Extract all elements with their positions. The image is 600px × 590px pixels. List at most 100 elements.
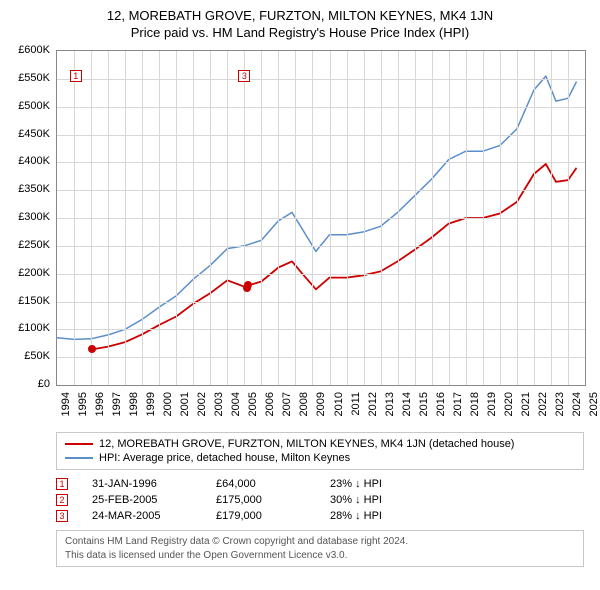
- y-axis-label: £450K: [18, 128, 50, 140]
- x-axis-label: 1996: [94, 392, 106, 416]
- x-axis-label: 2022: [537, 392, 549, 416]
- legend-swatch: [65, 457, 93, 459]
- grid-line-v: [517, 51, 518, 385]
- series-hpi: [57, 76, 577, 339]
- sale-diff: 30% ↓ HPI: [330, 494, 382, 506]
- footer-line-1: Contains HM Land Registry data © Crown c…: [65, 535, 575, 549]
- x-axis-label: 2011: [350, 392, 362, 416]
- grid-line-v: [142, 51, 143, 385]
- sale-diff: 23% ↓ HPI: [330, 478, 382, 490]
- y-axis-label: £200K: [18, 267, 50, 279]
- sale-marker-annotation: 1: [70, 70, 82, 82]
- legend: 12, MOREBATH GROVE, FURZTON, MILTON KEYN…: [56, 432, 584, 470]
- sale-marker-annotation: 3: [238, 70, 250, 82]
- y-axis-label: £0: [38, 378, 50, 390]
- x-axis-label: 2009: [315, 392, 327, 416]
- grid-line-h: [57, 107, 585, 108]
- x-axis-label: 2025: [588, 392, 600, 416]
- grid-line-v: [347, 51, 348, 385]
- grid-line-h: [57, 190, 585, 191]
- grid-line-h: [57, 246, 585, 247]
- y-axis-label: £400K: [18, 155, 50, 167]
- legend-row: 12, MOREBATH GROVE, FURZTON, MILTON KEYN…: [65, 437, 575, 451]
- grid-line-v: [74, 51, 75, 385]
- grid-line-v: [466, 51, 467, 385]
- plot-area: 13: [56, 50, 586, 386]
- sale-price: £64,000: [216, 478, 306, 490]
- chart-subtitle: Price paid vs. HM Land Registry's House …: [8, 25, 592, 40]
- sales-table-row: 131-JAN-1996£64,00023% ↓ HPI: [56, 476, 584, 492]
- x-axis-label: 2019: [486, 392, 498, 416]
- x-axis-label: 2003: [213, 392, 225, 416]
- grid-line-v: [91, 51, 92, 385]
- grid-line-v: [500, 51, 501, 385]
- grid-line-v: [568, 51, 569, 385]
- sale-price: £175,000: [216, 494, 306, 506]
- sale-diff: 28% ↓ HPI: [330, 510, 382, 522]
- legend-label: HPI: Average price, detached house, Milt…: [99, 452, 350, 464]
- grid-line-v: [193, 51, 194, 385]
- y-axis-label: £100K: [18, 322, 50, 334]
- x-axis-label: 2023: [554, 392, 566, 416]
- sale-price: £179,000: [216, 510, 306, 522]
- y-axis-label: £500K: [18, 100, 50, 112]
- sale-date: 25-FEB-2005: [92, 494, 192, 506]
- grid-line-h: [57, 302, 585, 303]
- grid-line-v: [381, 51, 382, 385]
- grid-line-v: [227, 51, 228, 385]
- sales-table: 131-JAN-1996£64,00023% ↓ HPI225-FEB-2005…: [56, 476, 584, 524]
- x-axis-label: 2018: [469, 392, 481, 416]
- grid-line-v: [125, 51, 126, 385]
- grid-line-v: [312, 51, 313, 385]
- sale-marker-box: 1: [56, 478, 68, 490]
- grid-line-v: [295, 51, 296, 385]
- x-axis-label: 2006: [264, 392, 276, 416]
- grid-line-v: [176, 51, 177, 385]
- x-axis-label: 2001: [179, 392, 191, 416]
- x-axis-label: 2014: [401, 392, 413, 416]
- x-axis-label: 2010: [333, 392, 345, 416]
- chart-container: 12, MOREBATH GROVE, FURZTON, MILTON KEYN…: [0, 0, 600, 575]
- chart-title: 12, MOREBATH GROVE, FURZTON, MILTON KEYN…: [8, 8, 592, 23]
- x-axis-label: 2013: [384, 392, 396, 416]
- x-axis-label: 2015: [418, 392, 430, 416]
- sales-table-row: 2 25-FEB-2005 £175,000 30% ↓ HPI: [56, 492, 584, 508]
- sale-point: [88, 345, 96, 353]
- x-axis-label: 1994: [60, 392, 72, 416]
- legend-label: 12, MOREBATH GROVE, FURZTON, MILTON KEYN…: [99, 438, 514, 450]
- x-axis-label: 2002: [196, 392, 208, 416]
- y-axis-label: £600K: [18, 44, 50, 56]
- x-axis-label: 1995: [77, 392, 89, 416]
- grid-line-v: [432, 51, 433, 385]
- legend-swatch: [65, 443, 93, 445]
- footer-attribution: Contains HM Land Registry data © Crown c…: [56, 530, 584, 567]
- grid-line-v: [159, 51, 160, 385]
- grid-line-v: [244, 51, 245, 385]
- x-axis-label: 2017: [452, 392, 464, 416]
- x-axis-label: 2024: [571, 392, 583, 416]
- x-axis-label: 2005: [247, 392, 259, 416]
- x-axis-label: 1997: [111, 392, 123, 416]
- grid-line-v: [415, 51, 416, 385]
- grid-line-v: [449, 51, 450, 385]
- grid-line-v: [261, 51, 262, 385]
- grid-line-v: [551, 51, 552, 385]
- grid-line-v: [278, 51, 279, 385]
- grid-line-v: [534, 51, 535, 385]
- x-axis-label: 2020: [503, 392, 515, 416]
- series-property: [92, 164, 576, 349]
- y-axis-label: £250K: [18, 239, 50, 251]
- grid-line-v: [483, 51, 484, 385]
- footer-line-2: This data is licensed under the Open Gov…: [65, 549, 575, 563]
- sale-date: 24-MAR-2005: [92, 510, 192, 522]
- grid-line-h: [57, 79, 585, 80]
- x-axis-label: 2016: [435, 392, 447, 416]
- grid-line-h: [57, 357, 585, 358]
- y-axis-label: £350K: [18, 183, 50, 195]
- y-axis-label: £50K: [24, 350, 50, 362]
- sale-marker-box: 2: [56, 494, 68, 506]
- grid-line-h: [57, 329, 585, 330]
- y-axis-label: £150K: [18, 295, 50, 307]
- grid-line-v: [364, 51, 365, 385]
- grid-line-v: [398, 51, 399, 385]
